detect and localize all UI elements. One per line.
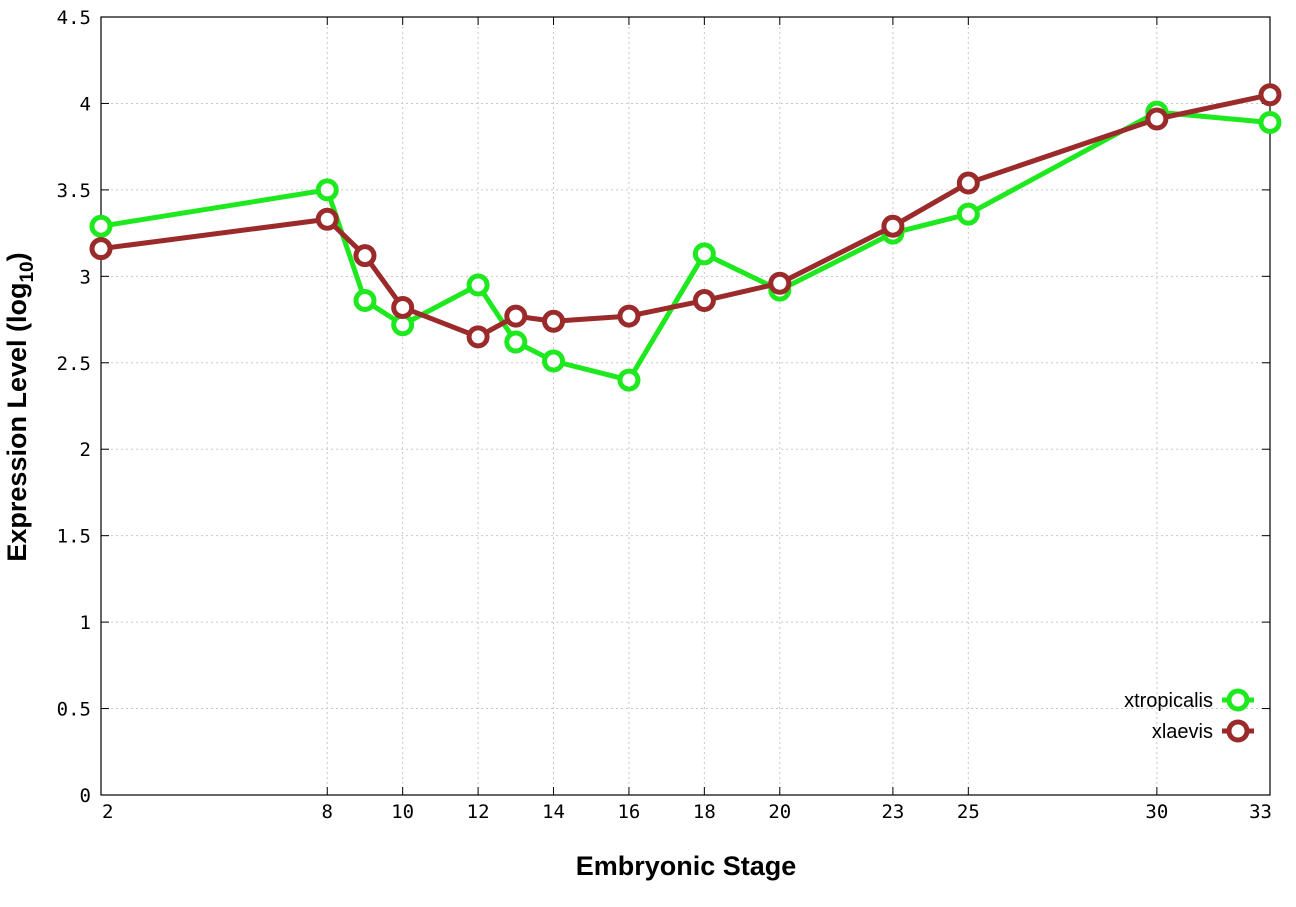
data-point-xtropicalis xyxy=(89,214,113,238)
x-tick-label: 25 xyxy=(957,801,980,823)
x-tick-label: 12 xyxy=(467,801,490,823)
axis-ticks xyxy=(100,16,1271,796)
series-xtropicalis xyxy=(89,100,1282,392)
y-axis-title: Expression Level (log10) xyxy=(2,252,38,561)
y-tick-label: 2.5 xyxy=(57,353,91,375)
x-tick-label: 30 xyxy=(1145,801,1168,823)
data-point-xtropicalis xyxy=(353,289,377,313)
x-tick-label: 8 xyxy=(322,801,333,823)
x-tick-label: 23 xyxy=(881,801,904,823)
series-group xyxy=(89,83,1282,392)
data-point-xtropicalis xyxy=(504,330,528,354)
x-tick-label: 33 xyxy=(1249,801,1272,823)
series-line-xtropicalis xyxy=(100,109,1271,383)
data-point-xtropicalis xyxy=(1258,110,1282,134)
series-xlaevis xyxy=(89,83,1282,349)
x-tick-label: 16 xyxy=(617,801,640,823)
data-point-xlaevis xyxy=(89,237,113,261)
x-tick-label: 14 xyxy=(542,801,565,823)
data-point-xlaevis xyxy=(315,207,339,231)
data-point-xtropicalis xyxy=(315,178,339,202)
data-point-xtropicalis xyxy=(542,349,566,373)
x-axis-title: Embryonic Stage xyxy=(576,851,797,881)
data-point-xlaevis xyxy=(466,325,490,349)
data-point-xtropicalis xyxy=(466,273,490,297)
data-point-xlaevis xyxy=(692,289,716,313)
data-point-xlaevis xyxy=(881,214,905,238)
legend-marker-xtropicalis xyxy=(1226,688,1250,712)
data-point-xlaevis xyxy=(542,309,566,333)
series-line-xlaevis xyxy=(100,92,1271,340)
data-point-xlaevis xyxy=(768,271,792,295)
y-tick-label: 3.5 xyxy=(57,180,91,202)
y-tick-label: 0.5 xyxy=(57,699,91,721)
data-point-xlaevis xyxy=(391,295,415,319)
data-point-xlaevis xyxy=(353,244,377,268)
x-tick-label: 10 xyxy=(391,801,414,823)
data-point-xlaevis xyxy=(1145,107,1169,131)
legend-entry-xlaevis: xlaevis xyxy=(1152,719,1254,743)
legend-label-xtropicalis: xtropicalis xyxy=(1124,690,1213,712)
data-point-xtropicalis xyxy=(617,368,641,392)
y-tick-label: 4 xyxy=(80,93,91,115)
y-tick-label: 2 xyxy=(80,439,91,461)
x-tick-label: 18 xyxy=(693,801,716,823)
legend-marker-xlaevis xyxy=(1226,719,1250,743)
legend: xtropicalis xlaevis xyxy=(1124,688,1254,743)
grid-lines xyxy=(101,17,1270,795)
y-tick-label: 0 xyxy=(80,785,91,807)
tick-labels: 0 0.5 1 1.5 2 2.5 3 3.5 4 4.5 2 8 10 12 14 16 18 20 23 25 30… xyxy=(57,7,1272,823)
x-tick-label: 20 xyxy=(768,801,791,823)
legend-entry-xtropicalis: xtropicalis xyxy=(1124,688,1254,712)
y-tick-label: 3 xyxy=(80,266,91,288)
data-point-xlaevis xyxy=(1258,83,1282,107)
y-tick-label: 1.5 xyxy=(57,526,91,548)
plot-frame xyxy=(100,16,1271,796)
y-tick-label: 1 xyxy=(80,612,91,634)
data-point-xtropicalis xyxy=(956,202,980,226)
data-point-xlaevis xyxy=(956,171,980,195)
x-tick-label: 2 xyxy=(102,801,113,823)
data-point-xtropicalis xyxy=(692,242,716,266)
data-point-xlaevis xyxy=(617,304,641,328)
data-point-xlaevis xyxy=(504,304,528,328)
legend-label-xlaevis: xlaevis xyxy=(1152,721,1213,743)
y-tick-label: 4.5 xyxy=(57,7,91,29)
